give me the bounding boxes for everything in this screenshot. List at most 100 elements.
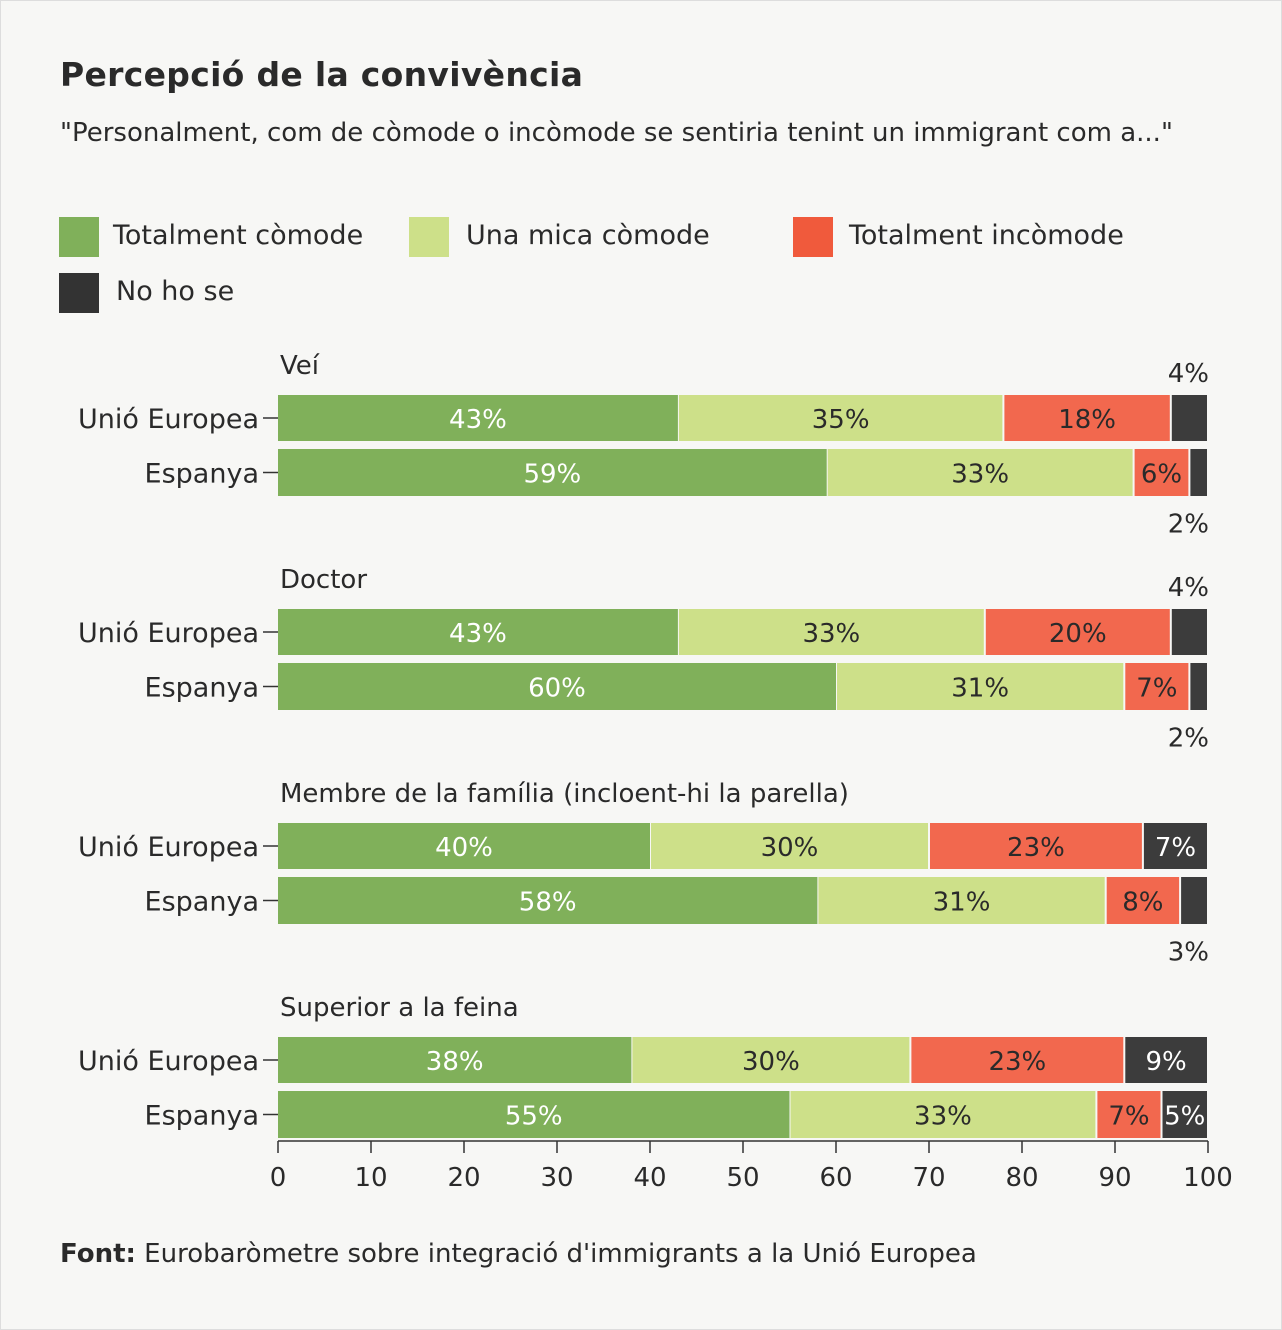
row-label: Espanya: [145, 459, 259, 490]
bar-segment: [278, 449, 827, 496]
data-label: 23%: [1007, 833, 1065, 863]
x-tick-label: 90: [1098, 1163, 1131, 1193]
data-label: 43%: [449, 405, 507, 435]
group-label: Doctor: [280, 565, 367, 595]
bar-segment: [1134, 449, 1189, 496]
bar-segment: [651, 823, 928, 869]
row-label: Espanya: [145, 1101, 259, 1132]
data-label: 59%: [523, 460, 581, 490]
bar-segment: [985, 609, 1170, 655]
x-tick-label: 70: [912, 1163, 945, 1193]
bar-segment: [1125, 663, 1189, 710]
row-label: Espanya: [145, 673, 259, 704]
chart-title: Percepció de la convivència: [60, 55, 584, 94]
data-label: 30%: [761, 833, 819, 863]
x-tick-label: 20: [447, 1163, 480, 1193]
bar-segment: [1097, 1091, 1161, 1138]
data-label: 18%: [1058, 405, 1116, 435]
group-label: Membre de la família (incloent-hi la par…: [280, 779, 849, 809]
data-label: 30%: [742, 1047, 800, 1077]
x-tick-label: 30: [540, 1163, 573, 1193]
bar-segment: [790, 1091, 1096, 1138]
data-label: 7%: [1155, 833, 1196, 863]
x-tick-label: 100: [1183, 1163, 1233, 1193]
bar-segment: [632, 1037, 910, 1083]
bar-segment: [930, 823, 1142, 869]
legend-swatch: [59, 273, 99, 313]
source-text: Eurobaròmetre sobre integració d'immigra…: [144, 1239, 977, 1269]
data-label: 8%: [1122, 888, 1163, 918]
data-label: 2%: [1168, 724, 1209, 754]
bar-segment: [1190, 663, 1207, 710]
bar-segment: [278, 1091, 790, 1138]
bar-segment: [278, 1037, 632, 1083]
legend-swatch: [793, 217, 833, 257]
bar-segment: [1162, 1091, 1207, 1138]
row-label: Unió Europea: [78, 404, 259, 435]
row-label: Unió Europea: [78, 1046, 259, 1077]
source-note: Font: Eurobaròmetre sobre integració d'i…: [60, 1239, 977, 1269]
row-label: Unió Europea: [78, 618, 259, 649]
bar-segment: [278, 663, 836, 710]
bar-segment: [678, 609, 984, 655]
legend-label: Una mica còmode: [466, 220, 710, 251]
bar-segment: [1171, 609, 1207, 655]
bar-segment: [1171, 395, 1207, 441]
data-label: 35%: [812, 405, 870, 435]
bar-segment: [827, 449, 1133, 496]
bar-segment: [1143, 823, 1207, 869]
data-label: 3%: [1168, 938, 1209, 968]
data-label: 4%: [1168, 359, 1209, 389]
bar-segment: [1181, 877, 1207, 924]
bar-segment: [911, 1037, 1124, 1083]
bar-segment: [278, 823, 650, 869]
data-label: 55%: [505, 1102, 563, 1132]
data-label: 2%: [1168, 510, 1209, 540]
x-tick-label: 80: [1005, 1163, 1038, 1193]
data-label: 4%: [1168, 573, 1209, 603]
legend-swatch: [409, 217, 449, 257]
data-label: 58%: [519, 888, 577, 918]
data-label: 6%: [1141, 460, 1182, 490]
chart-subtitle: "Personalment, com de còmode o incòmode …: [60, 118, 1173, 148]
group-label: Superior a la feina: [280, 993, 519, 1023]
data-label: 9%: [1146, 1047, 1187, 1077]
data-label: 38%: [426, 1047, 484, 1077]
x-tick-label: 10: [354, 1163, 387, 1193]
legend-label: Totalment còmode: [113, 220, 364, 251]
data-label: 7%: [1108, 1102, 1149, 1132]
legend-label: No ho se: [116, 276, 235, 307]
row-label: Espanya: [145, 887, 259, 918]
bar-segment: [1106, 877, 1180, 924]
bar-segment: [1190, 449, 1207, 496]
bar-segment: [278, 395, 678, 441]
data-label: 40%: [435, 833, 493, 863]
data-label: 60%: [528, 674, 586, 704]
data-label: 31%: [933, 888, 991, 918]
data-label: 33%: [951, 460, 1009, 490]
data-label: 23%: [988, 1047, 1046, 1077]
data-label: 31%: [951, 674, 1009, 704]
data-label: 7%: [1136, 674, 1177, 704]
data-label: 5%: [1164, 1102, 1205, 1132]
legend-swatch: [59, 217, 99, 257]
x-tick-label: 50: [726, 1163, 759, 1193]
bar-segment: [818, 877, 1105, 924]
bar-segment: [837, 663, 1124, 710]
source-label: Font:: [60, 1239, 136, 1269]
data-label: 33%: [914, 1102, 972, 1132]
data-label: 33%: [802, 619, 860, 649]
bar-segment: [1125, 1037, 1207, 1083]
bar-segment: [1004, 395, 1170, 441]
legend-label: Totalment incòmode: [849, 220, 1124, 251]
bar-segment: [678, 395, 1003, 441]
data-label: 20%: [1049, 619, 1107, 649]
x-tick-label: 0: [270, 1163, 287, 1193]
x-tick-label: 40: [633, 1163, 666, 1193]
bar-segment: [278, 877, 818, 924]
row-label: Unió Europea: [78, 832, 259, 863]
group-label: Veí: [280, 351, 320, 381]
x-tick-label: 60: [819, 1163, 852, 1193]
